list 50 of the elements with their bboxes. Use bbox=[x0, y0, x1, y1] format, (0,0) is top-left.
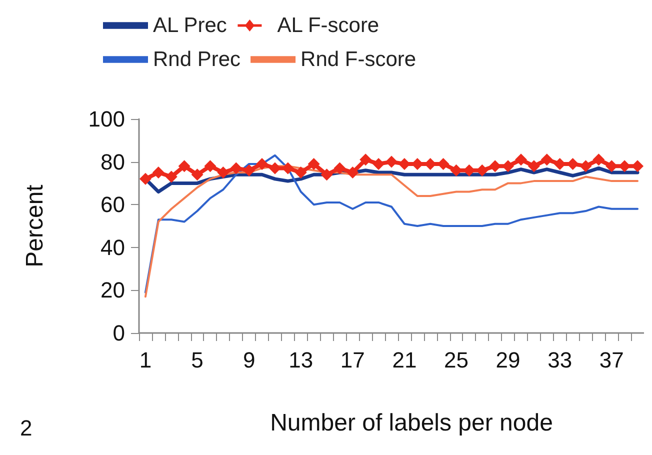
point bbox=[243, 164, 256, 176]
x-axis-title: Number of labels per node bbox=[270, 410, 553, 436]
x-tick-label: 5 bbox=[191, 348, 204, 372]
y-tick-label: 20 bbox=[100, 278, 125, 303]
point bbox=[320, 168, 333, 181]
x-tick-label: 37 bbox=[599, 348, 624, 372]
x-tick-label: 33 bbox=[548, 348, 572, 372]
point bbox=[334, 162, 346, 174]
point bbox=[139, 172, 152, 185]
point bbox=[256, 158, 268, 170]
text: 2 bbox=[20, 416, 32, 440]
legend-label: AL F-score bbox=[277, 14, 380, 37]
point bbox=[191, 168, 204, 181]
point bbox=[476, 164, 488, 176]
point bbox=[540, 154, 553, 166]
point bbox=[294, 166, 307, 178]
x-tick-label: 1 bbox=[139, 348, 152, 372]
y-tick-label: 80 bbox=[100, 149, 125, 174]
y-axis-title: Percent bbox=[22, 184, 48, 268]
point bbox=[204, 160, 216, 172]
legend-label: Rnd F-score bbox=[300, 48, 416, 71]
point bbox=[632, 160, 644, 172]
point bbox=[165, 170, 178, 183]
point bbox=[268, 162, 281, 174]
x-tick-label: 9 bbox=[242, 348, 256, 372]
legend-label: AL Prec bbox=[153, 14, 227, 37]
x-tick-label: 21 bbox=[392, 348, 417, 372]
point bbox=[372, 158, 385, 170]
x-tick-label: 13 bbox=[288, 348, 314, 372]
point bbox=[230, 162, 242, 174]
x-tick-label: 29 bbox=[496, 348, 520, 372]
y-tick-label: 60 bbox=[100, 192, 125, 218]
point bbox=[346, 166, 359, 178]
point bbox=[178, 160, 190, 172]
point bbox=[580, 160, 592, 172]
legend-label: Rnd Prec bbox=[153, 48, 241, 71]
point bbox=[386, 156, 398, 168]
point bbox=[528, 160, 540, 172]
point bbox=[502, 160, 514, 172]
point bbox=[514, 154, 527, 166]
x-tick-label: 25 bbox=[444, 348, 468, 372]
y-tick-label: 100 bbox=[88, 106, 125, 132]
point bbox=[152, 166, 164, 178]
y-tick-label: 0 bbox=[112, 320, 125, 346]
y-tick-label: 40 bbox=[100, 234, 125, 260]
point bbox=[308, 158, 320, 170]
point bbox=[592, 154, 605, 166]
point bbox=[360, 154, 372, 166]
point bbox=[217, 166, 230, 178]
x-tick-label: 17 bbox=[340, 348, 365, 372]
